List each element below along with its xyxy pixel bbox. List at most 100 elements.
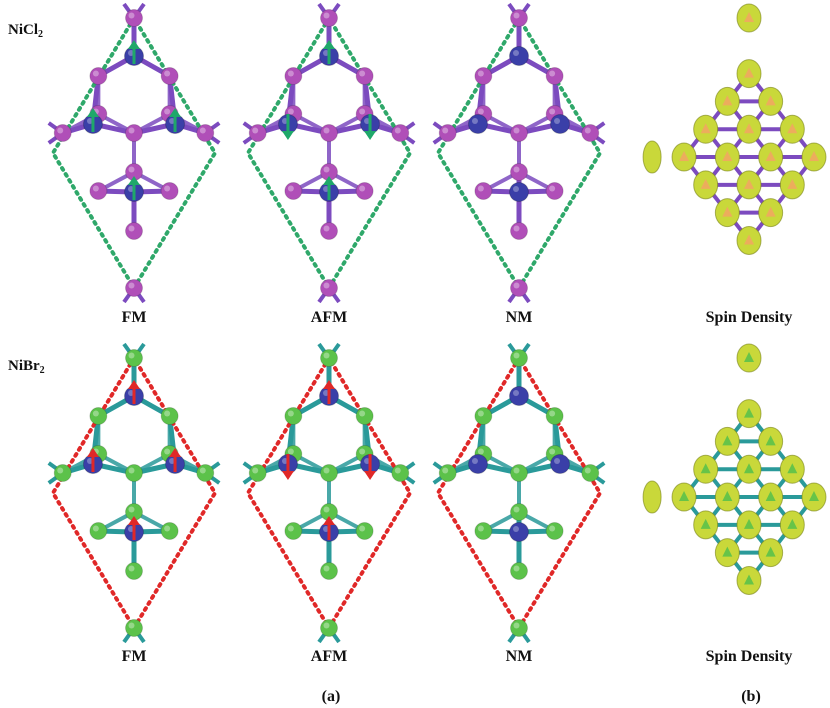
atom-highlight bbox=[128, 127, 135, 134]
atom-highlight bbox=[359, 108, 366, 115]
atom-highlight bbox=[442, 127, 449, 134]
atom-highlight bbox=[164, 70, 171, 77]
density-halide bbox=[787, 123, 798, 134]
atom-highlight bbox=[442, 467, 449, 474]
atom-highlight bbox=[394, 127, 401, 134]
spin-arrow-head bbox=[86, 108, 99, 117]
density-halide bbox=[722, 206, 733, 217]
density-halide bbox=[787, 518, 798, 529]
atom-highlight bbox=[471, 118, 478, 124]
density-halide bbox=[722, 435, 733, 446]
density-halide bbox=[744, 407, 754, 418]
halide-atom bbox=[89, 522, 108, 540]
halide-atom bbox=[125, 464, 143, 482]
caption-b: (b) bbox=[741, 688, 761, 705]
atom-highlight bbox=[128, 506, 135, 513]
ni-atom bbox=[509, 522, 529, 542]
spin-arrow-head bbox=[323, 40, 335, 49]
atom-highlight bbox=[513, 352, 520, 359]
halide-atom bbox=[510, 349, 528, 367]
atom-highlight bbox=[513, 506, 520, 513]
halide-atom bbox=[474, 67, 493, 85]
halide-atom bbox=[545, 522, 564, 540]
halide-atom bbox=[510, 503, 528, 521]
atom-highlight bbox=[92, 525, 99, 532]
density-halide bbox=[765, 151, 776, 162]
ni-atom bbox=[509, 386, 529, 406]
atom-highlight bbox=[584, 467, 591, 474]
atom-highlight bbox=[359, 410, 366, 417]
halide-atom bbox=[545, 67, 564, 85]
atom-highlight bbox=[513, 467, 520, 474]
halide-atom bbox=[510, 163, 528, 181]
spin-arrow-head bbox=[128, 516, 140, 525]
atom-highlight bbox=[164, 448, 171, 455]
atom-highlight bbox=[584, 127, 591, 134]
halide-atom bbox=[196, 124, 215, 142]
halide-atom bbox=[160, 522, 179, 540]
atom-highlight bbox=[554, 458, 561, 464]
atom-highlight bbox=[554, 118, 561, 124]
atom-highlight bbox=[549, 185, 556, 192]
halide-atom bbox=[284, 182, 303, 200]
halide-atom bbox=[355, 67, 374, 85]
atom-highlight bbox=[323, 467, 330, 474]
halide-atom bbox=[125, 562, 143, 580]
panel-label-nm-1: NM bbox=[506, 309, 533, 326]
atom-highlight bbox=[471, 458, 478, 464]
density-halide bbox=[744, 574, 754, 585]
halide-atom bbox=[355, 522, 374, 540]
atom-highlight bbox=[128, 467, 135, 474]
spin-density-map bbox=[642, 343, 827, 595]
atom-highlight bbox=[164, 185, 171, 192]
atom-highlight bbox=[287, 410, 294, 417]
halide-atom bbox=[89, 67, 108, 85]
atom-highlight bbox=[323, 225, 330, 232]
atom-highlight bbox=[513, 622, 520, 629]
panel-label-nm-2: NM bbox=[506, 648, 533, 665]
atom-highlight bbox=[323, 166, 330, 173]
density-halide bbox=[744, 12, 754, 22]
halide-atom bbox=[545, 407, 564, 425]
halide-atom bbox=[510, 562, 528, 580]
spin-arrow-head bbox=[281, 471, 294, 480]
atom-highlight bbox=[513, 166, 520, 173]
density-halide bbox=[700, 123, 711, 134]
atom-highlight bbox=[513, 526, 519, 532]
lattice-afm bbox=[242, 342, 416, 644]
halide-atom bbox=[510, 124, 528, 142]
atom-highlight bbox=[164, 525, 171, 532]
material-label-nicl2: NiCl2 bbox=[8, 22, 43, 40]
density-halide bbox=[744, 123, 754, 134]
ni-atom bbox=[550, 454, 571, 474]
density-halide bbox=[765, 435, 776, 446]
density-halide bbox=[765, 206, 776, 217]
halide-atom bbox=[510, 9, 528, 27]
atom-highlight bbox=[549, 410, 556, 417]
atom-highlight bbox=[323, 127, 330, 134]
atom-highlight bbox=[287, 108, 294, 115]
atom-highlight bbox=[323, 12, 330, 19]
density-halide bbox=[744, 67, 754, 78]
atom-highlight bbox=[549, 525, 556, 532]
density-halide bbox=[744, 352, 754, 362]
density-halide bbox=[722, 95, 733, 106]
halide-atom bbox=[510, 279, 528, 297]
density-lobe bbox=[642, 480, 662, 514]
halide-atom bbox=[196, 464, 215, 482]
density-halide bbox=[808, 151, 819, 162]
halide-atom bbox=[160, 67, 179, 85]
halide-atom bbox=[391, 464, 410, 482]
atom-highlight bbox=[164, 108, 171, 115]
halide-atom bbox=[320, 464, 338, 482]
density-lobe bbox=[642, 140, 662, 174]
halide-atom bbox=[545, 182, 564, 200]
atom-highlight bbox=[92, 410, 99, 417]
spin-arrow-head bbox=[86, 448, 99, 457]
density-halide bbox=[722, 546, 733, 557]
halide-atom bbox=[438, 464, 457, 482]
atom-highlight bbox=[477, 185, 484, 192]
lattice-fm bbox=[47, 2, 221, 304]
lattice-fm bbox=[47, 342, 221, 644]
